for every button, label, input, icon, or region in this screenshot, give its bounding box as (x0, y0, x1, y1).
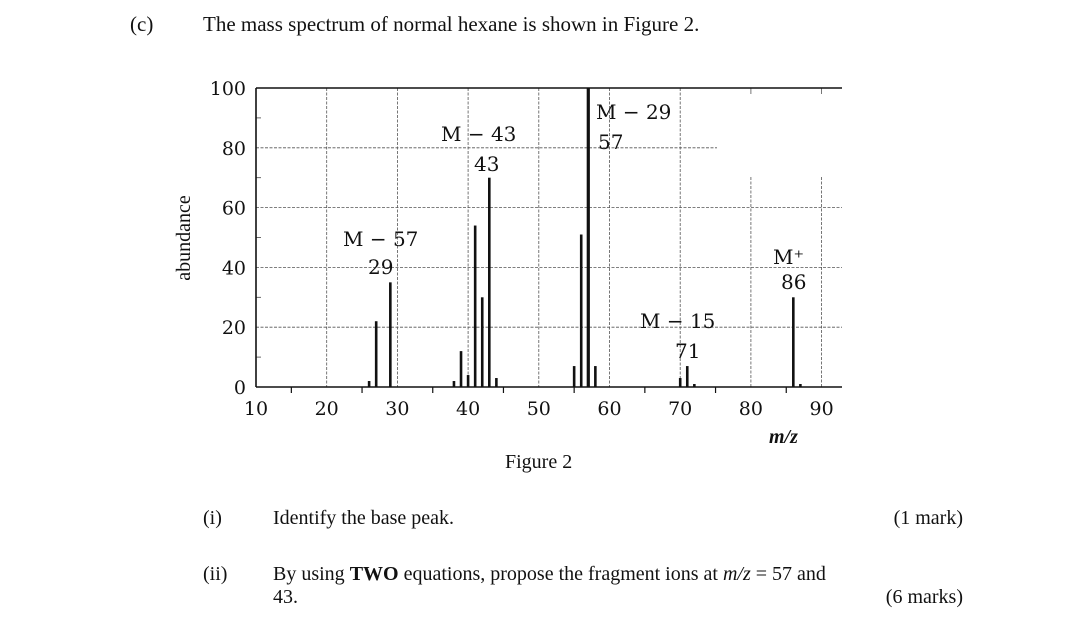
peak-bar (374, 321, 378, 387)
y-tick-label: 0 (234, 377, 246, 399)
x-tick-label: 50 (527, 398, 551, 420)
y-tick-label: 40 (222, 257, 246, 279)
part-ii-text: By using TWO equations, propose the frag… (273, 563, 826, 586)
x-tick-label: 80 (739, 398, 763, 420)
peak-bar (586, 88, 590, 387)
peak-annotation-label: M − 29 (596, 100, 671, 124)
x-tick-label: 10 (244, 398, 268, 420)
part-i-label: (i) (203, 507, 222, 529)
x-tick-label: 70 (668, 398, 692, 420)
peak-bar (466, 375, 470, 387)
question-text: The mass spectrum of normal hexane is sh… (203, 12, 700, 36)
part-ii-text-post: = 57 and (750, 563, 826, 585)
x-tick-label: 30 (385, 398, 409, 420)
figure-caption: Figure 2 (505, 451, 573, 473)
peak-annotation-value: 86 (781, 270, 806, 294)
x-tick-label: 90 (810, 398, 834, 420)
peak-bar (579, 234, 583, 387)
part-ii-text-pre: By using (273, 563, 350, 585)
peak-annotation-value: 71 (675, 339, 700, 363)
peak-bar (572, 366, 576, 387)
peak-bar (459, 351, 463, 387)
question-label: (c) (130, 12, 154, 36)
peak-bar (473, 225, 477, 387)
part-ii-text-bold: TWO (349, 563, 399, 585)
peak-bar (452, 381, 456, 387)
peak-bar (792, 297, 795, 387)
y-tick-label: 100 (210, 78, 246, 100)
peak-bar (678, 378, 682, 387)
peak-bar (389, 282, 392, 387)
y-tick-label: 60 (222, 198, 246, 220)
x-tick-label: 40 (456, 398, 480, 420)
peak-bar (495, 378, 498, 387)
peak-annotation-value: 29 (368, 255, 393, 279)
part-i-marks: (1 mark) (893, 507, 963, 529)
peak-bar (685, 366, 689, 387)
part-i-text: Identify the base peak. (273, 507, 455, 529)
part-ii-text-italic: m/z (722, 563, 751, 585)
peak-bar (480, 297, 484, 387)
peak-annotation-label: M − 15 (640, 309, 715, 333)
part-ii-label: (ii) (203, 563, 228, 585)
y-tick-label: 80 (222, 138, 246, 160)
peak-bar (594, 366, 597, 387)
peak-annotation-value: 43 (474, 152, 499, 176)
x-tick-label: 60 (597, 398, 621, 420)
x-axis-title: m/z (769, 426, 798, 448)
y-axis-title: abundance (173, 195, 195, 281)
x-tick-label: 20 (315, 398, 339, 420)
peak-annotation-label: M − 57 (343, 227, 418, 251)
peak-annotation-label: M − 43 (441, 122, 516, 146)
part-ii-text-line2: 43. (273, 586, 298, 608)
part-ii-text-mid: equations, propose the fragment ions at (398, 563, 723, 585)
part-ii-marks: (6 marks) (885, 586, 963, 608)
y-tick-label: 20 (222, 317, 246, 339)
peak-annotation-value: 57 (598, 130, 623, 154)
peak-bar (488, 177, 491, 387)
peak-bar (693, 384, 696, 387)
peak-bar (799, 384, 802, 387)
peak-annotation-label: M⁺ (773, 245, 804, 269)
peak-bar (367, 381, 371, 387)
